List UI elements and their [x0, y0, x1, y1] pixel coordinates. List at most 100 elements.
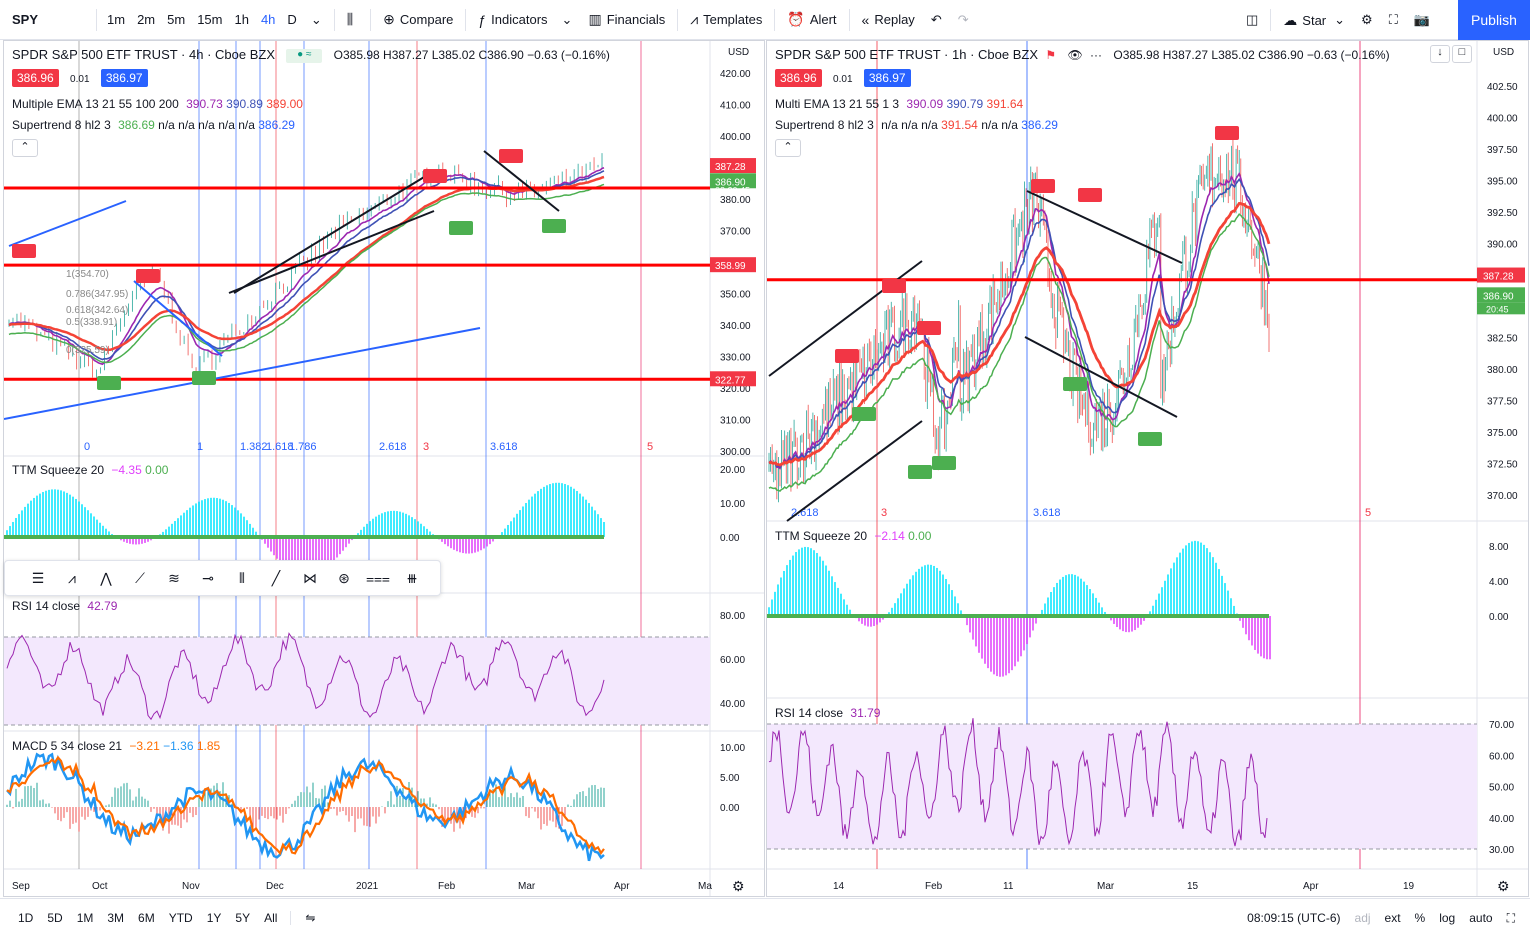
chevron-down-icon: ⌄ [561, 11, 573, 27]
replay-icon: « [861, 11, 870, 28]
left-chart-pane[interactable]: USD420.00410.00400.00390.00380.00370.003… [3, 40, 765, 897]
timeframe-1m[interactable]: 1m [107, 12, 126, 27]
ttm-legend[interactable]: TTM Squeeze 20 −2.14 0.00 [775, 529, 931, 543]
timeframe-d[interactable]: D [287, 12, 297, 27]
collapse-legend-button[interactable]: ⌃ [775, 139, 801, 157]
pattern-tool-icon[interactable]: ⩘ [68, 569, 76, 586]
line-tool-icon[interactable]: ╱ [271, 569, 281, 586]
right-chart-canvas[interactable]: USD 402.50 400.00 397.50 395.00 392.50 390.00 3… [767, 41, 1529, 897]
left-ema-legend[interactable]: Multiple EMA 13 21 55 100 200 390.73 390… [12, 97, 303, 111]
percent-toggle[interactable]: % [1414, 911, 1426, 925]
xabcd-pattern-icon[interactable]: ⋈ [303, 569, 317, 586]
timeframe-2m[interactable]: 2m [137, 12, 156, 27]
supertrend-value: 386.69 [118, 118, 155, 132]
drawing-toolbar: ☰ ⩘ ⋀ ⟋ ≋ ⊸ ⦀ ╱ ⋈ ⊛ ⩶ ⧻ [4, 560, 441, 596]
range-5d[interactable]: 5D [47, 911, 63, 925]
timeframe-4h[interactable]: 4h [260, 12, 276, 27]
maximize-icon[interactable]: □ [1452, 45, 1472, 63]
sell-signal-badge [1215, 126, 1239, 140]
alert-button[interactable]: ⏰ Alert [779, 0, 844, 40]
financials-button[interactable]: ▥ Financials [580, 0, 673, 40]
indicators-button[interactable]: ƒ Indicators ⌄ [470, 0, 580, 40]
ext-toggle[interactable]: ext [1384, 911, 1401, 925]
compare-button[interactable]: ⊕ Compare [375, 0, 461, 40]
fib-spiral-icon[interactable]: ⊛ [338, 569, 350, 586]
rsi-legend[interactable]: RSI 14 close 42.79 [12, 599, 117, 613]
templates-button[interactable]: ⩘ Templates [682, 0, 770, 40]
range-all[interactable]: All [264, 911, 278, 925]
range-6m[interactable]: 6M [138, 911, 155, 925]
range-1m[interactable]: 1M [76, 911, 94, 925]
horizontal-lines-tool-icon[interactable]: ☰ [31, 569, 45, 586]
chevron-down-icon[interactable]: ⌄ [310, 11, 322, 27]
time-tick: Nov [182, 881, 200, 892]
time-tick: Mar [1097, 881, 1115, 892]
abcd-pattern-icon[interactable]: ⋀ [100, 569, 112, 586]
star-button[interactable]: ☁ Star ⌄ [1275, 0, 1353, 40]
ask-price[interactable]: 386.97 [100, 69, 148, 87]
horizontal-ray-icon[interactable]: ⊸ [202, 569, 214, 586]
supertrend-label: Supertrend 8 hl2 3 [775, 118, 874, 132]
undo-button[interactable]: ↶ [923, 0, 950, 40]
candles-icon[interactable]: ⫼ [346, 11, 354, 27]
settings-button[interactable]: ⚙ [1353, 0, 1381, 40]
left-chart-canvas[interactable]: USD420.00410.00400.00390.00380.00370.003… [4, 41, 765, 897]
trend-line [1026, 190, 1183, 264]
collapse-legend-button[interactable]: ⌃ [12, 139, 38, 157]
time-tick: 15 [1187, 881, 1199, 892]
indicators-label: Indicators [491, 12, 548, 27]
macd-legend[interactable]: MACD 5 34 close 21 −3.21 −1.36 1.85 [12, 739, 220, 753]
bid-price[interactable]: 386.96 [12, 69, 59, 87]
snapshot-button[interactable]: 📷 [1406, 0, 1438, 40]
flag-icon[interactable]: ⚑ [1045, 48, 1057, 62]
macd-tick: −5.00 [720, 41, 746, 44]
time-tick: Sep [12, 881, 30, 892]
publish-button[interactable]: Publish [1458, 0, 1530, 40]
trend-line [228, 210, 435, 294]
clock[interactable]: 08:09:15 (UTC-6) [1247, 911, 1341, 925]
layout-button[interactable]: ◫ [1238, 0, 1266, 40]
replay-button[interactable]: « Replay [854, 0, 923, 40]
range-ytd[interactable]: YTD [168, 911, 193, 925]
price-tick: 330.00 [720, 353, 751, 364]
ttm-legend[interactable]: TTM Squeeze 20 −4.35 0.00 [12, 463, 168, 477]
adj-toggle[interactable]: adj [1354, 911, 1371, 925]
right-chart-pane[interactable]: USD 402.50 400.00 397.50 395.00 392.50 390.00 3… [766, 40, 1529, 897]
range-5y[interactable]: 5Y [235, 911, 251, 925]
fib-tool-icon[interactable]: ≋ [168, 569, 180, 586]
right-supertrend-legend[interactable]: Supertrend 8 hl2 3 n/a n/a n/a 391.54 n/… [775, 118, 1058, 132]
plus-circle-icon: ⊕ [383, 11, 395, 27]
ttm-tick: 0.00 [1489, 612, 1509, 623]
timeframe-15m[interactable]: 15m [197, 12, 223, 27]
right-ema-legend[interactable]: Multi EMA 13 21 55 1 3 390.09 390.79 391… [775, 97, 1023, 111]
redo-button[interactable]: ↷ [950, 0, 977, 40]
log-toggle[interactable]: log [1439, 911, 1456, 925]
fib-time-label: 3.618 [490, 441, 518, 453]
fib-channel-icon[interactable]: ⩶ [366, 569, 390, 586]
vertical-lines-icon[interactable]: ⦀ [238, 569, 246, 586]
left-supertrend-legend[interactable]: Supertrend 8 hl2 3 386.69 n/a n/a n/a n/… [12, 118, 295, 132]
trend-line [133, 280, 223, 357]
goto-date-icon[interactable]: ⇋ [290, 911, 322, 925]
fib-time-label: 2.618 [791, 507, 819, 519]
symbol-search[interactable]: SPY [12, 12, 39, 27]
trendline-tool-icon[interactable]: ⟋ [135, 569, 145, 586]
fullscreen-button[interactable]: ⛶ [1381, 0, 1406, 40]
bid-price[interactable]: 386.96 [775, 69, 822, 87]
eye-icon[interactable]: 👁 [1067, 48, 1083, 62]
ttm-tick: −10.00 [720, 41, 751, 44]
timeframe-5m[interactable]: 5m [167, 12, 186, 27]
rsi-legend[interactable]: RSI 14 close 31.79 [775, 706, 880, 720]
auto-toggle[interactable]: auto [1469, 911, 1493, 925]
range-1y[interactable]: 1Y [206, 911, 222, 925]
timeframe-1h[interactable]: 1h [234, 12, 249, 27]
ema-value-3: 391.64 [986, 97, 1024, 111]
range-1d[interactable]: 1D [18, 911, 34, 925]
sell-signal-badge [917, 321, 941, 335]
ask-price[interactable]: 386.97 [863, 69, 911, 87]
arrow-down-icon[interactable]: ↓ [1430, 45, 1450, 63]
fullscreen-icon[interactable]: ⛶ [1506, 910, 1515, 925]
more-icon[interactable]: ··· [1090, 48, 1103, 62]
fib-timezone-icon[interactable]: ⧻ [406, 569, 418, 586]
range-3m[interactable]: 3M [107, 911, 125, 925]
